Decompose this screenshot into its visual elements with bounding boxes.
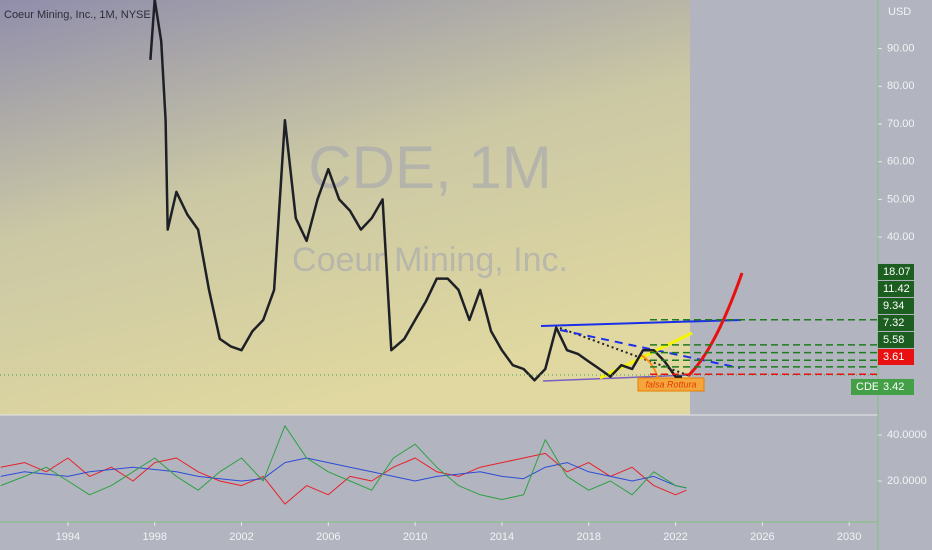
price-area <box>0 0 690 415</box>
x-tick-label: 1998 <box>142 531 166 543</box>
axis-unit: USD <box>888 6 911 18</box>
level-label-bg <box>878 280 914 297</box>
x-tick-label: 2002 <box>229 531 253 543</box>
x-tick-label: 2014 <box>490 531 514 543</box>
chart-title: Coeur Mining, Inc., 1M, NYSE <box>4 9 151 21</box>
level-label-bg <box>878 348 914 365</box>
price-line <box>149 0 682 382</box>
x-tick-label: 2010 <box>403 531 427 543</box>
level-label: 18.07 <box>883 266 911 278</box>
indicator-line <box>0 452 687 505</box>
watermark-sub: Coeur Mining, Inc. <box>292 241 568 279</box>
watermark: CDE, 1M <box>308 134 551 201</box>
x-tick-label: 2026 <box>750 531 774 543</box>
y-tick-label: 90.00 <box>887 43 915 55</box>
level-label: 11.42 <box>883 283 910 295</box>
level-label-bg <box>878 263 914 280</box>
y-tick-label: 70.00 <box>887 118 915 130</box>
indicator-line <box>0 457 687 489</box>
y-tick-label: 40.00 <box>887 231 915 243</box>
level-label-bg <box>878 297 914 314</box>
annotation-box <box>637 377 705 392</box>
level-label: 5.58 <box>883 334 904 346</box>
x-tick-label: 2030 <box>837 531 861 543</box>
y-tick-label: 40.0000 <box>887 429 927 441</box>
last-value-bg <box>878 378 914 395</box>
x-tick-label: 2018 <box>576 531 600 543</box>
level-label: 7.32 <box>883 317 904 329</box>
last-name: CDE <box>856 381 879 393</box>
y-tick-label: 20.0000 <box>887 475 927 487</box>
x-tick-label: 2022 <box>663 531 687 543</box>
y-tick-label: 80.00 <box>887 80 915 92</box>
last-name-bg <box>851 378 878 395</box>
indicator-line <box>0 425 687 500</box>
level-label: 9.34 <box>883 300 904 312</box>
level-label: 3.61 <box>883 351 904 363</box>
y-tick-label: 60.00 <box>887 156 915 168</box>
x-tick-label: 2006 <box>316 531 340 543</box>
y-tick-label: 50.00 <box>887 193 915 205</box>
annotation: falsa Rottura <box>645 379 696 389</box>
level-label-bg <box>878 314 914 331</box>
last-value: 3.42 <box>883 381 904 393</box>
level-label-bg <box>878 331 914 348</box>
x-tick-label: 1994 <box>56 531 80 543</box>
